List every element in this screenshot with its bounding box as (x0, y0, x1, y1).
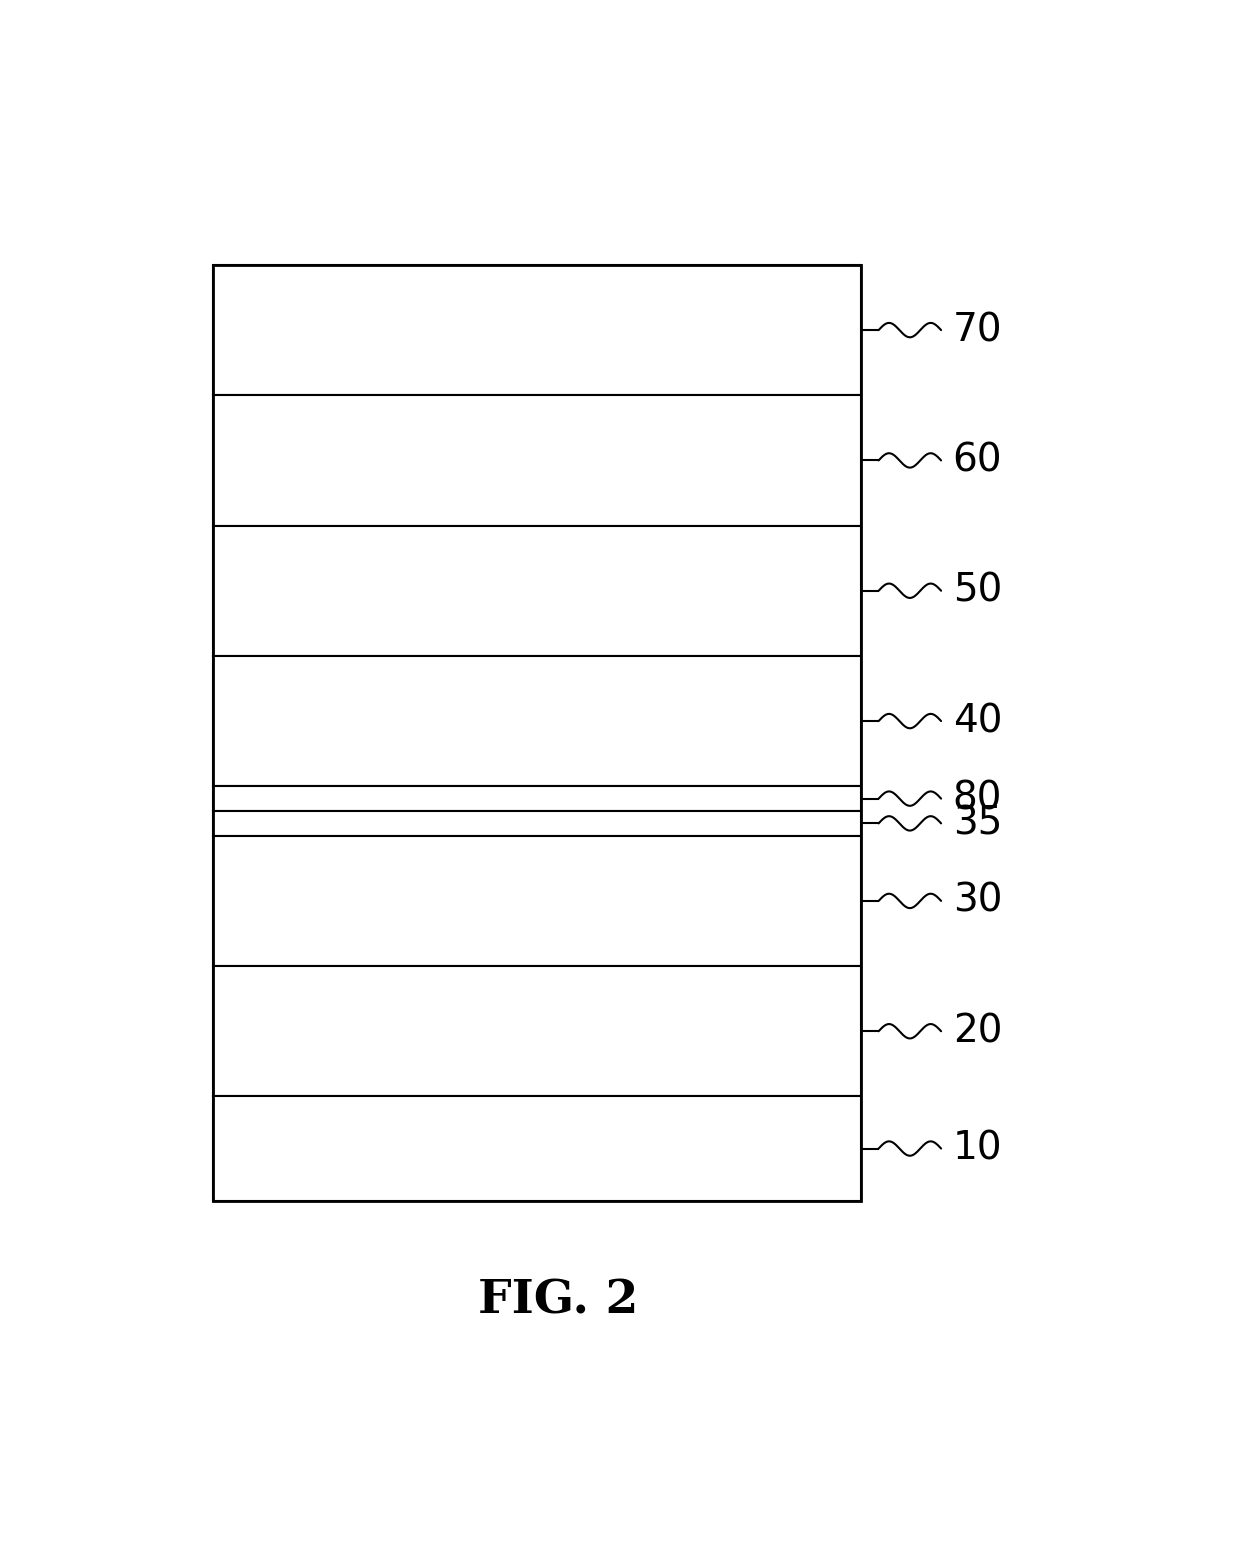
Bar (213, 812, 862, 835)
Bar (213, 835, 862, 966)
Text: 80: 80 (952, 779, 1002, 818)
Text: 10: 10 (952, 1130, 1002, 1167)
Bar (213, 396, 862, 525)
Text: 50: 50 (952, 572, 1002, 609)
Bar (213, 656, 862, 787)
Text: 30: 30 (952, 882, 1002, 919)
Bar (213, 787, 862, 812)
Bar (213, 265, 862, 396)
Text: 40: 40 (952, 703, 1002, 740)
Bar (213, 525, 862, 656)
Text: 70: 70 (952, 312, 1002, 349)
Bar (213, 265, 862, 1201)
Text: 35: 35 (952, 804, 1002, 843)
Text: 60: 60 (952, 441, 1002, 480)
Bar (213, 1097, 862, 1201)
Text: FIG. 2: FIG. 2 (479, 1278, 639, 1323)
Bar (213, 966, 862, 1097)
Text: 20: 20 (952, 1013, 1002, 1050)
